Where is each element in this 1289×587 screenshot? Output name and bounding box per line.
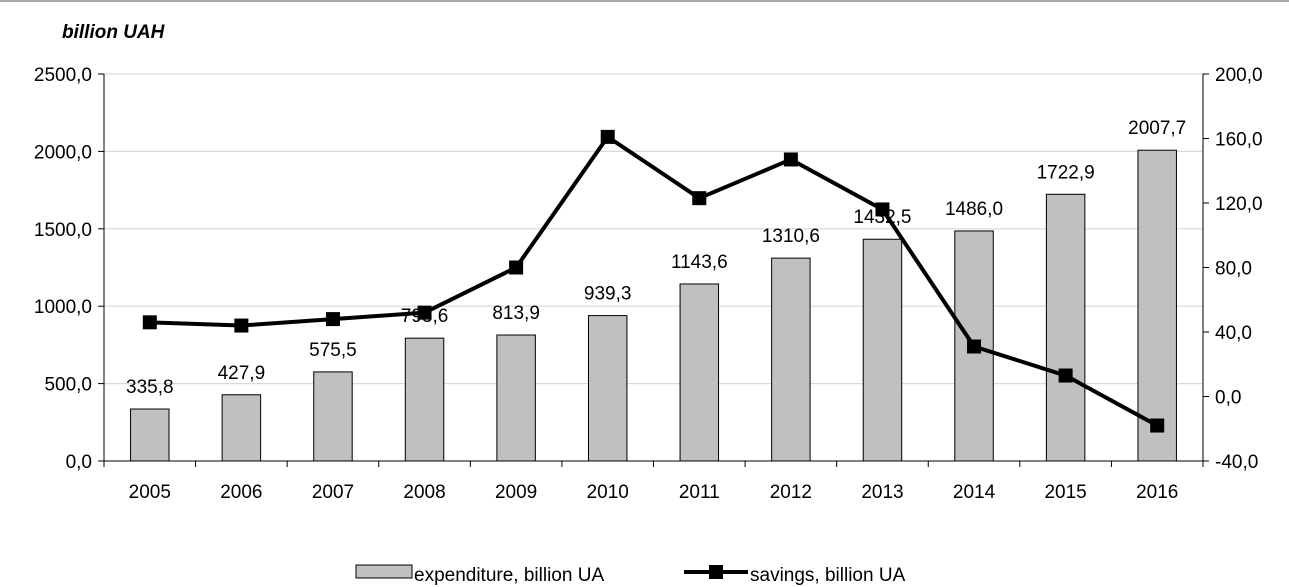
savings-line [149,134,1159,428]
bar [771,257,811,462]
savings-marker [509,260,524,275]
legend-line-marker [709,565,723,579]
x-tick-label: 2011 [679,482,720,503]
x-tick-label: 2007 [312,482,354,503]
bar-data-label: 427,9 [218,363,266,384]
bar-data-label: 335,8 [126,377,174,398]
bar [587,315,628,462]
y-right-tick-label: 40,0 [1215,323,1252,344]
legend: expenditure, billion UA savings, billion … [355,564,906,586]
y-right-tick-label: 120,0 [1215,194,1263,215]
x-tick-label: 2010 [587,482,629,503]
x-tick-label: 2005 [129,482,171,503]
bar [1137,149,1177,462]
x-tick-label: 2008 [403,482,445,503]
savings-marker [600,129,615,144]
bar-data-label: 1486,0 [945,199,1003,220]
x-tick-label: 2016 [1136,482,1178,503]
bar [313,371,353,462]
bar-data-label: 813,9 [492,303,540,324]
savings-marker [1058,368,1073,383]
y-left-tick-label: 500,0 [44,375,92,396]
y-right-tick-label: -40,0 [1215,452,1258,473]
x-tick-label: 2015 [1044,482,1086,503]
savings-marker [417,305,432,320]
x-tick-label: 2009 [495,482,537,503]
gridlines [104,73,1203,385]
x-tick-label: 2006 [220,482,262,503]
data-labels: 335,8 427,9 575,5 793,6 813,9 939,3 1143,6 1310… [126,118,1186,398]
bar-data-label: 939,3 [584,284,632,305]
x-tick-label: 2013 [861,482,903,503]
y-left-tick-label: 2500,0 [34,65,92,86]
bar [496,334,536,462]
y-left-tick-label: 0,0 [66,452,92,473]
bar-series [130,149,1177,462]
bar [404,337,445,462]
bar-data-label: 1143,6 [671,252,728,273]
savings-marker [234,318,249,333]
bar [1045,193,1086,462]
bar-data-label: 793,6 [401,306,449,327]
savings-marker [325,312,340,327]
bar-data-label: 2007,7 [1128,118,1186,139]
bar [862,238,903,462]
bar-data-label: 1722,9 [1037,162,1095,183]
y-left-tick-label: 1500,0 [34,220,92,241]
savings-marker [692,191,707,206]
savings-marker [1150,418,1165,433]
y-left-tick-label: 2000,0 [34,142,92,163]
legend-bar-label: expenditure, billion UA [414,565,604,586]
y-right-tick-label: 80,0 [1215,259,1252,280]
y-right-tick-label: 160,0 [1215,130,1263,151]
bar-data-label: 575,5 [309,340,357,361]
savings-marker [967,339,982,354]
bar [221,394,262,462]
bar [679,283,720,462]
savings-marker [142,315,157,330]
savings-marker [875,202,890,217]
y-right-tick-label: 0,0 [1215,388,1241,409]
x-tick-label: 2014 [953,482,996,503]
bar-data-label: 1310,6 [762,226,820,247]
y-right-tick-label: 200,0 [1215,65,1263,86]
bar-data-label: 1432,5 [853,207,911,228]
legend-bar-swatch [355,564,413,579]
savings-marker [783,152,798,167]
axes: 0,0 500,0 1000,0 1500,0 2000,0 2500,0 -40,0 0,0… [34,65,1263,503]
bar [130,408,170,462]
legend-line-label: savings, billion UA [750,565,906,586]
unit-label: billion UAH [62,22,166,43]
y-left-tick-label: 1000,0 [34,297,92,318]
line-series [142,129,1165,433]
x-tick-label: 2012 [770,482,812,503]
